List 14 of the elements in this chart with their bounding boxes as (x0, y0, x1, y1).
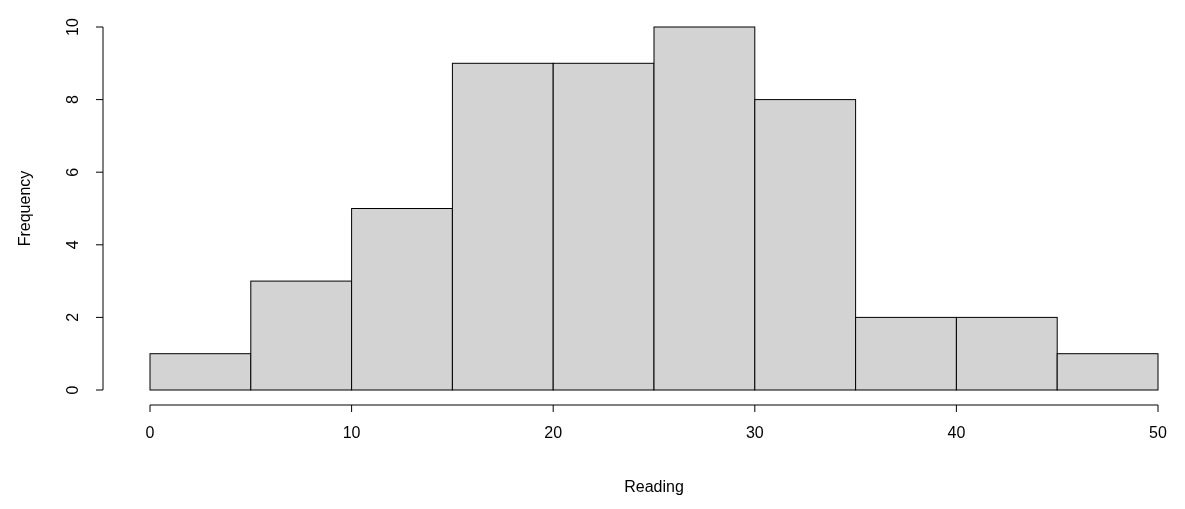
x-tick-label: 30 (745, 424, 764, 441)
y-tick-label: 4 (64, 240, 81, 250)
x-tick-label: 50 (1149, 424, 1167, 441)
y-tick-label: 10 (64, 18, 81, 36)
x-tick-label: 40 (947, 424, 966, 441)
y-tick-label: 6 (64, 167, 81, 177)
x-axis-title: Reading (624, 478, 684, 495)
y-tick-label: 8 (64, 95, 81, 105)
x-tick-label: 0 (145, 424, 155, 441)
x-tick-label: 20 (544, 424, 563, 441)
x-tick-label: 10 (342, 424, 361, 441)
y-tick-label: 2 (64, 312, 81, 322)
y-tick-label: 0 (64, 385, 81, 395)
y-axis-title: Frequency (16, 170, 33, 247)
